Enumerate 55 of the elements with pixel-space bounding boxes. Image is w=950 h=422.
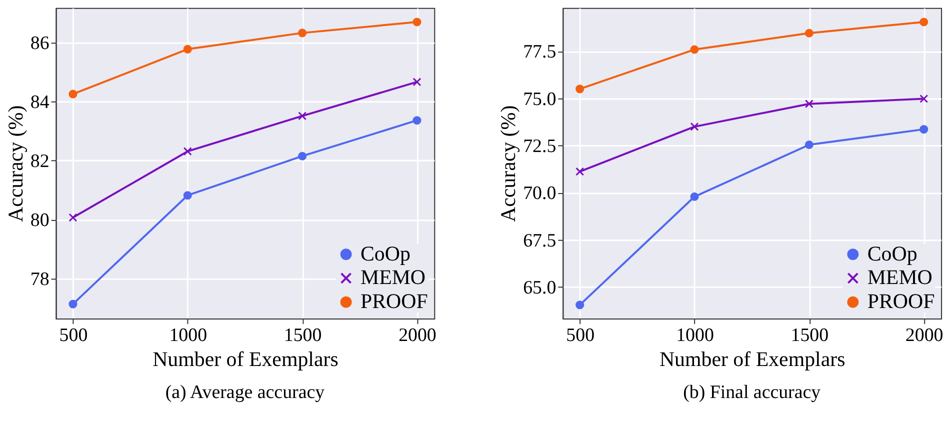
point	[804, 100, 814, 108]
point	[298, 152, 307, 160]
point	[298, 28, 307, 38]
x-tick-label: 1000	[676, 324, 714, 346]
y-tick-label: 84	[30, 92, 50, 113]
y-axis-title: Accuracy (%)	[496, 105, 520, 222]
x-tick-label: 1500	[284, 324, 322, 346]
x-tick-label: 2000	[905, 324, 944, 346]
point	[804, 28, 814, 38]
point	[804, 140, 814, 150]
text: (a) Average accuracy	[165, 382, 326, 404]
y-tick-label: 77.5	[523, 42, 556, 63]
point	[690, 122, 699, 131]
y-tick-label: 67.5	[523, 230, 556, 252]
point	[576, 84, 584, 94]
x-tick-label: 500	[59, 324, 88, 346]
point	[412, 116, 422, 125]
y-tick-label: 78	[30, 269, 50, 290]
point	[298, 112, 307, 120]
y-tick-label: 75.0	[523, 88, 556, 110]
legend-label: PROOF	[867, 289, 935, 314]
point	[68, 90, 78, 98]
point	[183, 191, 192, 200]
y-tick-label: 65.0	[523, 277, 556, 298]
x-tick-label: 1000	[169, 324, 208, 346]
x-tick-label: 1500	[790, 324, 829, 346]
y-tick-label: 72.5	[523, 136, 556, 158]
y-tick-label: 86	[30, 32, 50, 54]
legend-label: PROOF	[360, 289, 428, 314]
x-axis-title: Number of Exemplars	[659, 346, 846, 371]
point	[412, 78, 422, 86]
point	[68, 213, 78, 222]
point	[920, 18, 928, 26]
text: (b) Final accuracy	[683, 382, 822, 404]
x-tick-label: 500	[566, 324, 595, 346]
x-tick-label: 2000	[398, 324, 436, 346]
point	[183, 44, 192, 54]
y-axis-title: Accuracy (%)	[3, 105, 28, 222]
y-tick-label: 70.0	[523, 183, 556, 204]
point	[68, 300, 78, 308]
legend-label: MEMO	[867, 265, 932, 290]
legend-label: MEMO	[360, 265, 426, 290]
point	[576, 167, 584, 176]
point	[920, 125, 928, 134]
point	[412, 18, 422, 26]
point	[183, 147, 192, 156]
point	[690, 45, 699, 54]
point	[576, 300, 584, 310]
legend-label: CoOp	[360, 241, 410, 266]
point	[920, 94, 928, 104]
legend-label: CoOp	[867, 241, 918, 266]
y-tick-label: 82	[30, 150, 50, 172]
point	[690, 192, 699, 201]
y-tick-label: 80	[30, 210, 50, 232]
x-axis-title: Number of Exemplars	[152, 346, 338, 371]
